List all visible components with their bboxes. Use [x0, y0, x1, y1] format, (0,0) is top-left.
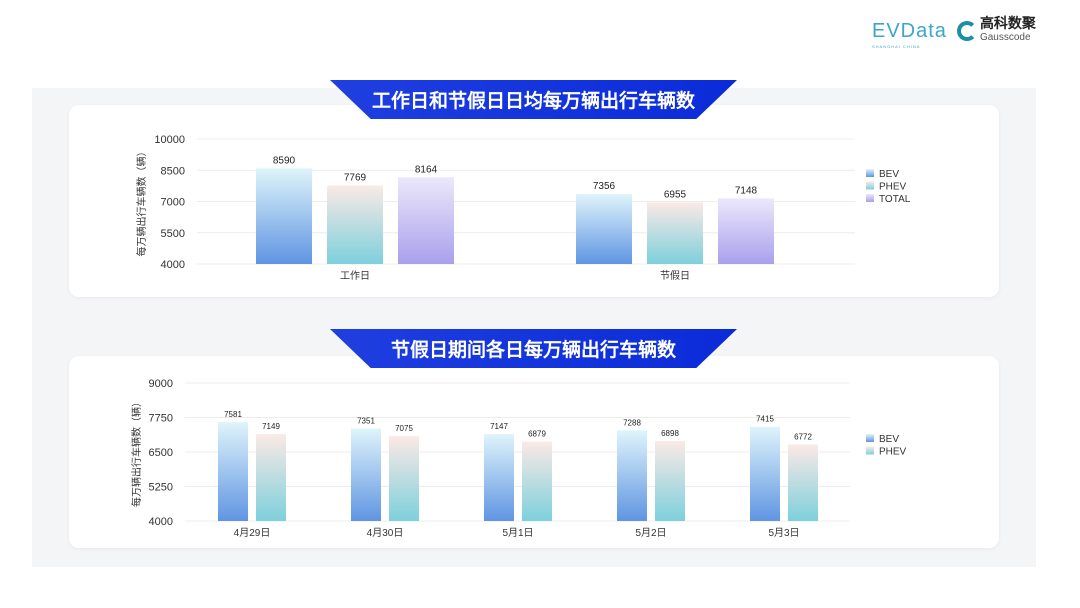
data-label: 7769 — [344, 172, 367, 183]
legend-label: TOTAL — [879, 194, 911, 205]
y-axis-label: 每万辆出行车辆数（辆） — [135, 147, 148, 257]
evdata-sub: SHANGHAI CHINA — [872, 43, 921, 49]
legend-swatch — [866, 169, 874, 177]
x-tick-label: 节假日 — [660, 269, 690, 282]
data-label: 7415 — [756, 415, 774, 424]
data-label: 8164 — [415, 164, 438, 175]
legend-label: BEV — [879, 169, 899, 180]
data-label: 6772 — [794, 432, 812, 441]
y-tick-label: 9000 — [149, 378, 173, 390]
gausscode-en: Gausscode — [979, 32, 1031, 43]
data-label: 7356 — [593, 181, 616, 192]
bar-phev — [788, 444, 818, 521]
bar-total — [398, 177, 454, 264]
bar-phev — [522, 441, 552, 521]
legend-label: PHEV — [879, 447, 907, 458]
y-tick-label: 4000 — [149, 516, 173, 528]
bar-bev — [617, 430, 647, 521]
evdata-logo: EVData SHANGHAI CHINA — [872, 19, 947, 49]
gausscode-logo: 高科数聚 Gausscode — [956, 16, 1036, 44]
bar-phev — [655, 441, 685, 521]
bar-bev — [576, 194, 632, 264]
legend-label: BEV — [879, 434, 899, 445]
data-label: 7288 — [623, 418, 641, 427]
y-tick-label: 5250 — [149, 482, 173, 494]
bar-bev — [218, 422, 248, 521]
y-tick-label: 4000 — [161, 259, 185, 271]
y-tick-label: 6500 — [149, 447, 173, 459]
data-label: 6955 — [664, 189, 687, 200]
bar-bev — [750, 426, 780, 521]
data-label: 6879 — [528, 430, 546, 439]
x-tick-label: 4月30日 — [367, 527, 404, 539]
y-tick-label: 7750 — [149, 413, 173, 425]
legend-label: PHEV — [879, 182, 907, 193]
bar-phev — [256, 434, 286, 521]
data-label: 7581 — [224, 410, 242, 419]
legend-swatch — [866, 194, 874, 202]
legend-swatch — [866, 434, 874, 442]
gausscode-cn: 高科数聚 — [979, 16, 1036, 32]
bar-phev — [389, 436, 419, 521]
logos: EVData SHANGHAI CHINA 高科数聚 Gausscode — [872, 16, 1036, 49]
data-label: 7147 — [490, 422, 508, 431]
data-label: 7351 — [357, 417, 375, 426]
x-tick-label: 5月2日 — [635, 527, 666, 539]
y-tick-label: 5500 — [161, 228, 185, 240]
chart-title-2: 节假日期间各日每万辆出行车辆数 — [330, 329, 737, 368]
y-tick-label: 8500 — [161, 165, 185, 177]
x-tick-label: 5月3日 — [768, 527, 799, 539]
bar-bev — [256, 168, 312, 264]
y-axis-label: 每万辆出行车辆数（辆） — [130, 397, 143, 507]
data-label: 8590 — [273, 155, 296, 166]
y-tick-label: 7000 — [161, 197, 185, 209]
bar-phev — [327, 185, 383, 264]
bar-bev — [351, 428, 381, 521]
x-tick-label: 4月29日 — [234, 527, 271, 539]
chart-title-1: 工作日和节假日日均每万辆出行车辆数 — [330, 80, 737, 119]
legend-swatch — [866, 181, 874, 190]
x-tick-label: 工作日 — [340, 270, 370, 282]
evdata-text: EVData — [872, 19, 947, 42]
data-label: 6898 — [661, 429, 679, 438]
legend-swatch — [866, 446, 874, 455]
data-label: 7148 — [735, 185, 758, 196]
x-tick-label: 5月1日 — [502, 527, 533, 539]
bar-phev — [647, 202, 703, 264]
data-label: 7149 — [262, 422, 280, 431]
gausscode-mark-icon — [956, 21, 977, 41]
bar-bev — [484, 434, 514, 521]
bar-total — [718, 198, 774, 264]
data-label: 7075 — [395, 424, 413, 433]
y-tick-label: 10000 — [154, 134, 185, 146]
